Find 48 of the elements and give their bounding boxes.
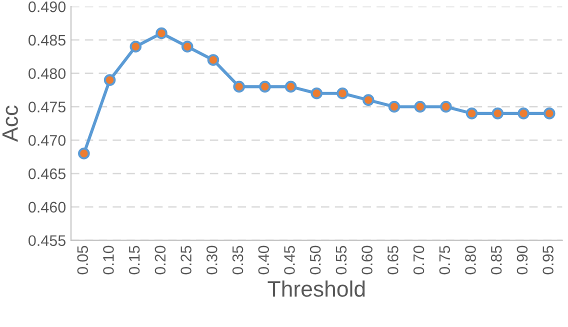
point: [466, 108, 478, 120]
x-tick-label: 0.05: [77, 246, 88, 274]
y-axis-title: Acc: [2, 106, 18, 142]
x-tick-label: 0.15: [128, 246, 140, 274]
x-axis-title: Threshold: [268, 280, 365, 297]
x-tick-label: 0.10: [103, 246, 114, 274]
point: [310, 87, 323, 100]
y-tick-label: 0.480: [28, 68, 66, 80]
x-tick-label: 0.45: [284, 246, 295, 274]
x-tick-label: 0.85: [490, 246, 502, 274]
x-tick-label: 0.35: [232, 246, 244, 274]
point: [181, 40, 194, 53]
point: [104, 74, 116, 86]
point: [259, 80, 271, 93]
point: [492, 108, 504, 120]
y-tick-label: 0.460: [28, 202, 66, 213]
point: [440, 100, 452, 113]
y-tick-label: 0.470: [28, 135, 66, 146]
x-tick-label: 0.70: [413, 246, 424, 274]
x-tick-label: 0.30: [206, 246, 218, 274]
x-tick-label: 0.75: [439, 246, 450, 274]
point: [78, 148, 90, 160]
y-tick-label: 0.475: [28, 102, 66, 112]
point: [518, 108, 530, 120]
x-tick-label: 0.90: [516, 246, 528, 274]
x-tick-label: 0.25: [180, 246, 192, 274]
point: [207, 54, 220, 66]
x-tick-label: 0.55: [336, 246, 347, 274]
point: [362, 94, 374, 106]
y-tick-label: 0.455: [28, 235, 66, 246]
point: [388, 100, 400, 113]
point: [156, 27, 168, 40]
point: [233, 80, 245, 93]
point: [414, 100, 426, 113]
x-tick-label: 0.40: [258, 246, 270, 274]
point: [284, 80, 297, 93]
x-tick-label: 0.20: [154, 246, 166, 274]
y-tick-label: 0.485: [28, 34, 66, 46]
y-tick-label: 0.490: [28, 1, 66, 12]
x-tick-label: 0.50: [310, 246, 321, 274]
x-tick-label: 0.60: [362, 246, 372, 274]
x-tick-label: 0.95: [542, 246, 554, 274]
point: [130, 40, 142, 53]
x-tick-label: 0.65: [388, 246, 398, 274]
point: [543, 108, 556, 120]
y-tick-label: 0.465: [28, 168, 66, 180]
point: [336, 87, 348, 100]
x-tick-label: 0.80: [465, 246, 476, 274]
